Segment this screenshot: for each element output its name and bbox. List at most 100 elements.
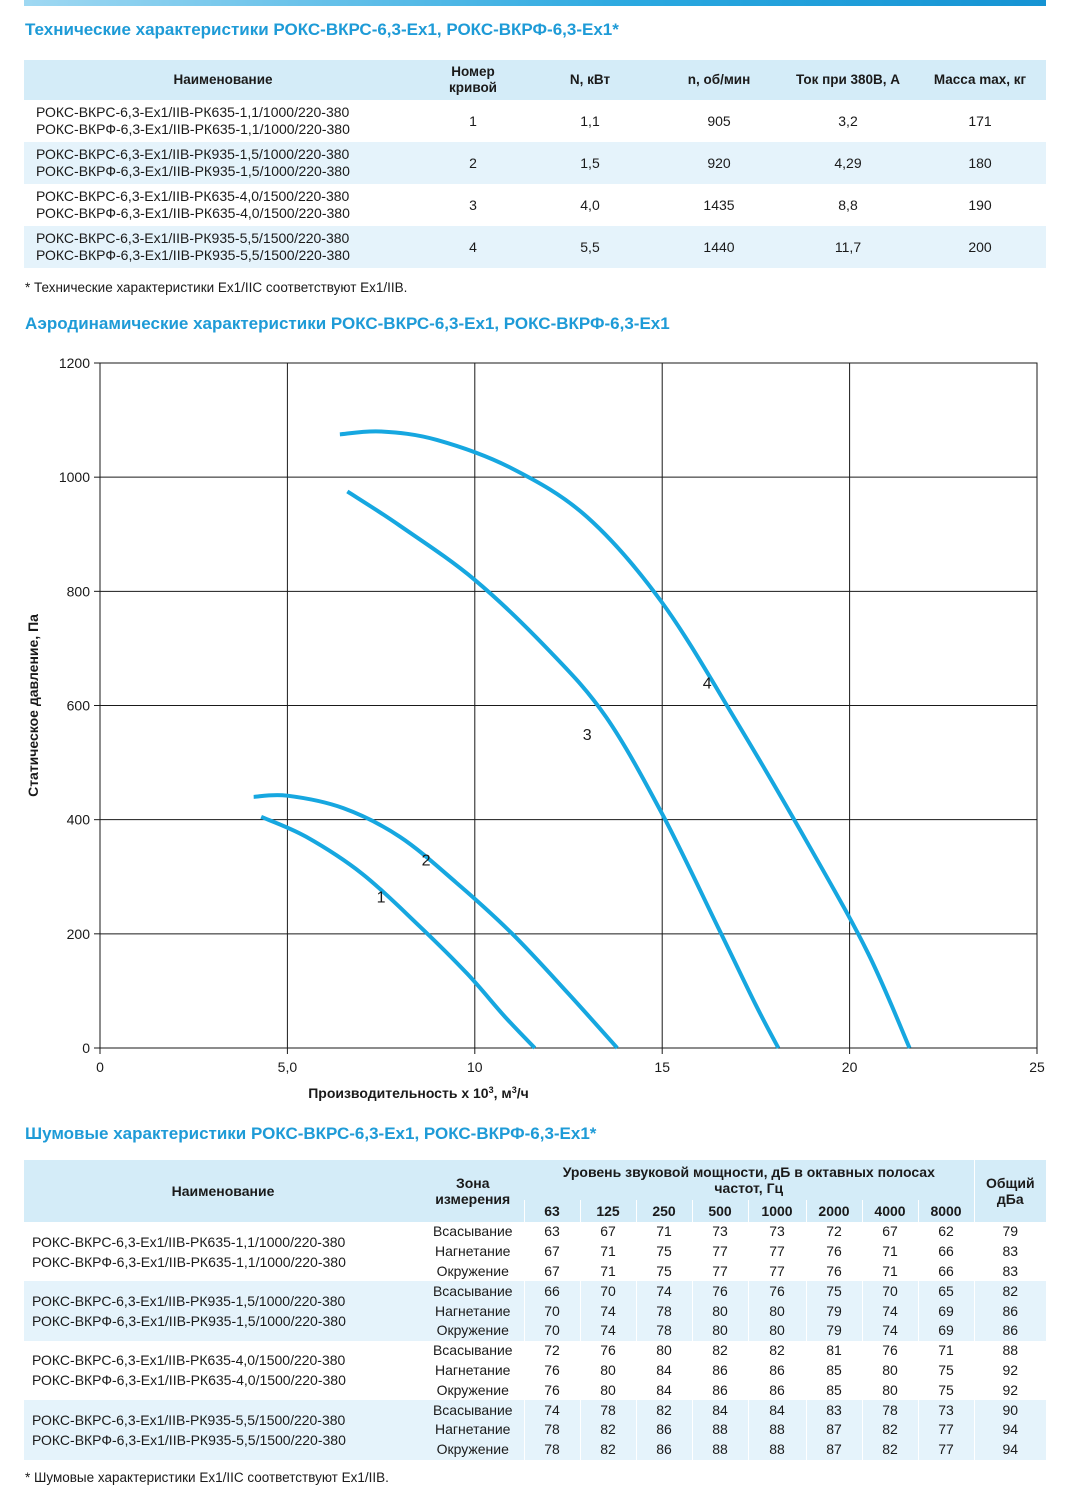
noise-row: Окружение 76 80 84 86 86 85 80 75 92 [24, 1380, 1047, 1401]
x-axis-label-part: 3 [489, 1085, 494, 1095]
total-header-line1: Общий [986, 1175, 1035, 1191]
noise-value: 78 [861, 1400, 918, 1420]
noise-model-names: РОКС-ВКРС-6,3-Ex1/IIB-РК635-4,0/1500/220… [24, 1341, 422, 1400]
noise-model-names: РОКС-ВКРС-6,3-Ex1/IIB-РК635-1,1/1000/220… [24, 1222, 422, 1281]
noise-footnote: * Шумовые характеристики Ex1/IIC соответ… [25, 1470, 389, 1485]
freq-header: 2000 [805, 1200, 862, 1222]
noise-total: 82 [973, 1281, 1047, 1302]
x-tick-label: 0 [96, 1059, 104, 1075]
model-name-vkrs: РОКС-ВКРС-6,3-Ex1/IIB-РК635-1,1/1000/220… [36, 104, 350, 120]
noise-col-zone-header: Зона измерения [422, 1160, 524, 1222]
noise-zone: Всасывание [422, 1281, 524, 1302]
x-axis-label-part: Производительность х 10 [308, 1085, 489, 1101]
zone-header-line2: измерения [435, 1191, 511, 1207]
noise-value: 71 [579, 1261, 636, 1282]
y-tick-label: 800 [67, 583, 91, 599]
tech-model-names: РОКС-ВКРС-6,3-Ex1/IIB-РК635-4,0/1500/220… [24, 184, 422, 226]
tech-cell-speed: 1435 [703, 196, 735, 213]
zone-header-line1: Зона [455, 1175, 490, 1191]
y-tick-label: 200 [67, 926, 91, 942]
noise-row: Нагнетание 78 82 86 88 88 87 82 77 94 [24, 1419, 1047, 1440]
noise-model-names: РОКС-ВКРС-6,3-Ex1/IIB-РК935-5,5/1500/220… [24, 1400, 422, 1460]
noise-level-header: Уровень звуковой мощности, дБ в октавных… [524, 1160, 975, 1200]
noise-zone: Нагнетание [435, 1361, 511, 1378]
noise-value: 86 [691, 1360, 748, 1381]
noise-value: 78 [523, 1419, 580, 1440]
noise-value: 88 [691, 1439, 748, 1460]
noise-value: 66 [917, 1241, 975, 1262]
tech-cell-speed: 905 [707, 112, 731, 129]
noise-section-title: Шумовые характеристики РОКС-ВКРС-6,3-Ex1… [25, 1124, 597, 1143]
noise-value: 86 [635, 1439, 692, 1460]
noise-value: 71 [579, 1241, 636, 1262]
noise-value: 72 [523, 1340, 580, 1361]
tech-model-names: РОКС-ВКРС-6,3-Ex1/IIB-РК635-1,1/1000/220… [24, 100, 422, 142]
model-name-vkrs: РОКС-ВКРС-6,3-Ex1/IIB-РК635-1,1/1000/220… [32, 1233, 346, 1250]
noise-value: 88 [747, 1419, 806, 1440]
noise-value: 78 [635, 1320, 692, 1341]
noise-value: 80 [579, 1380, 636, 1401]
noise-total: 86 [973, 1301, 1047, 1321]
noise-value: 78 [635, 1301, 692, 1321]
tech-section-title: Технические характеристики РОКС-ВКРС-6,3… [25, 20, 619, 39]
col-mass-header: Масса max, кг [914, 60, 1046, 100]
noise-value: 71 [861, 1241, 918, 1262]
noise-value: 75 [635, 1241, 692, 1262]
noise-value: 76 [523, 1360, 580, 1381]
col-name-header: Наименование [24, 60, 422, 100]
noise-value: 82 [861, 1419, 918, 1440]
noise-value: 86 [691, 1380, 748, 1401]
curve-label: 4 [703, 675, 712, 692]
noise-value: 80 [747, 1301, 806, 1321]
y-tick-label: 1000 [59, 469, 90, 485]
noise-value: 82 [635, 1400, 692, 1420]
noise-value: 66 [917, 1261, 975, 1282]
noise-value: 75 [917, 1380, 975, 1401]
noise-total-header: Общий дБа [973, 1160, 1047, 1222]
noise-row: Окружение 70 74 78 80 80 79 74 69 86 [24, 1320, 1047, 1341]
noise-value: 77 [917, 1419, 975, 1440]
noise-value: 62 [917, 1222, 975, 1242]
freq-header: 125 [579, 1200, 636, 1222]
noise-zone: Окружение [422, 1320, 524, 1341]
tech-cell-mass: 180 [914, 142, 1046, 184]
y-tick-label: 400 [67, 812, 91, 828]
noise-value: 72 [805, 1222, 862, 1242]
noise-value: 86 [747, 1360, 806, 1381]
noise-value: 79 [805, 1301, 862, 1321]
curve-1 [260, 814, 537, 1050]
noise-value: 87 [805, 1439, 862, 1460]
tech-model-names: РОКС-ВКРС-6,3-Ex1/IIB-РК935-1,5/1000/220… [24, 142, 422, 184]
tech-cell-mass: 190 [968, 196, 992, 213]
freq-header: 8000 [917, 1200, 975, 1222]
noise-value: 70 [523, 1301, 580, 1321]
freq-header: 63 [523, 1200, 580, 1222]
total-header-line2: дБа [996, 1191, 1024, 1207]
tech-row: РОКС-ВКРС-6,3-Ex1/IIB-РК935-1,5/1000/220… [24, 142, 1046, 184]
noise-row: Нагнетание 70 74 78 80 80 79 74 69 86 [24, 1301, 1047, 1321]
noise-total: 83 [973, 1241, 1047, 1262]
noise-value: 77 [691, 1261, 748, 1282]
noise-value: 78 [523, 1439, 580, 1460]
curve-header-line1: Номер [451, 64, 495, 79]
model-name-vkrf: РОКС-ВКРФ-6,3-Ex1/IIB-РК635-4,0/1500/220… [32, 1372, 346, 1389]
noise-row: РОКС-ВКРС-6,3-Ex1/IIB-РК935-1,5/1000/220… [24, 1281, 1047, 1341]
noise-value: 76 [691, 1281, 748, 1302]
noise-value: 80 [691, 1320, 748, 1341]
noise-value: 81 [805, 1340, 862, 1361]
noise-total: 83 [973, 1261, 1047, 1282]
noise-row: Нагнетание 76 80 84 86 86 85 80 75 92 [24, 1360, 1047, 1381]
noise-value: 84 [635, 1360, 692, 1381]
noise-value: 85 [805, 1380, 862, 1401]
noise-total: 92 [973, 1380, 1047, 1401]
noise-zone: Нагнетание [422, 1419, 524, 1440]
y-tick-label: 0 [82, 1040, 90, 1056]
noise-value: 76 [579, 1340, 636, 1361]
noise-value: 82 [861, 1439, 918, 1460]
tech-header-row: Наименование Номер кривой N, кВт n, об/ми… [24, 60, 1046, 100]
noise-value: 71 [635, 1222, 692, 1242]
model-name-vkrf: РОКС-ВКРФ-6,3-Ex1/IIB-РК635-4,0/1500/220… [36, 205, 350, 221]
model-name-vkrs: РОКС-ВКРС-6,3-Ex1/IIB-РК935-5,5/1500/220… [32, 1411, 346, 1428]
noise-value: 82 [747, 1340, 806, 1361]
freq-header: 500 [691, 1200, 748, 1222]
